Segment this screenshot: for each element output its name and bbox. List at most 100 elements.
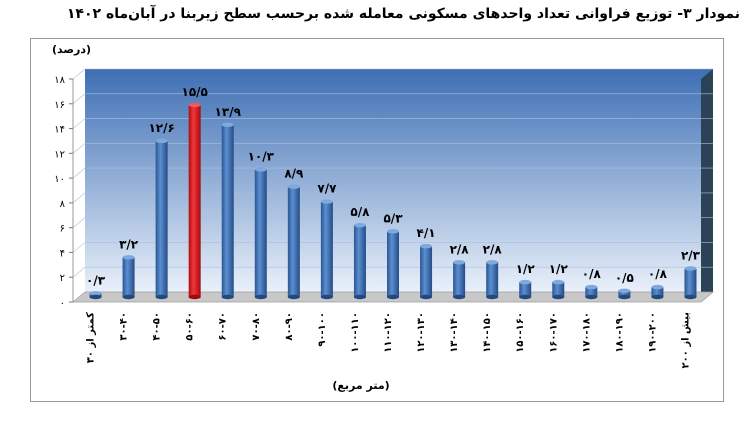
bar-base [188,294,201,300]
data-label: ۲/۳ [681,249,701,263]
bar-body [353,225,366,297]
bar-body [684,268,697,297]
y-tick-label: ۸ [60,199,66,210]
x-tick-label: بیش از ۲۰۰ [680,312,691,368]
x-tick-label: ۱۱۰-۱۲۰ [383,312,394,353]
bars [89,102,697,300]
bar-base [519,294,532,300]
bar-top [287,184,300,189]
gridline-slant [72,93,86,105]
bar-body [320,201,333,297]
bar-body [188,104,201,297]
bar-top [353,222,366,228]
y-tick-label: ۱۶ [54,100,65,111]
bar [519,279,532,300]
x-tick-label: ۱۲۰-۱۳۰ [416,312,427,353]
bar [122,255,135,300]
x-tick-label: ۵۰-۶۰ [185,312,196,341]
gridline-slant [72,118,86,129]
bar-top [89,291,102,296]
bar-body [221,124,234,298]
bar-base [287,294,300,300]
y-axis-label: (درصد) [52,43,91,56]
bar-base [552,294,565,300]
data-label: ۵/۸ [350,205,370,219]
bar-base [618,294,631,300]
chart-title: نمودار ۳- توزیع فراوانی تعداد واحدهای مس… [66,6,740,22]
bar-body [387,231,399,297]
bar-base [420,294,433,300]
bar-top [155,138,168,144]
bar-base [585,294,598,300]
bar [353,222,366,300]
bar [585,284,598,300]
x-tick-label: ۱۹۰-۲۰۰ [647,312,658,353]
bar-base [122,294,135,300]
data-label: ۲/۸ [450,242,470,256]
bar [221,122,234,300]
data-label: ۷/۷ [317,182,337,196]
bar-top [684,266,697,271]
x-tick-label: ۸۰-۹۰ [284,312,295,341]
data-label: ۰/۸ [582,267,602,281]
x-axis-label: (متر مربع) [332,379,389,392]
data-label: ۲/۸ [483,242,503,256]
data-label: ۱۰/۳ [248,149,275,163]
x-tick-label: ۱۴۰-۱۵۰ [482,312,493,353]
bar [287,184,300,300]
gridline-slant [72,68,86,80]
bar-top [320,199,333,204]
data-label: ۱/۲ [549,262,569,276]
bar-base [651,294,664,300]
bar-body [486,262,499,297]
x-tick-label: ۱۳۰-۱۴۰ [449,312,460,353]
bar-body [618,290,631,297]
data-label: ۱/۲ [516,262,536,276]
bar [684,266,697,300]
bar-top [651,284,664,290]
plot-side-wall [701,69,713,302]
data-label: ۱۵/۵ [182,85,208,99]
y-tick-label: ۲ [60,273,65,284]
y-tick-label: ۴ [60,248,65,259]
gridline-slant [72,167,86,179]
y-tick-label: ۱۰ [54,174,65,185]
bar-body [453,262,466,297]
gridline-slant [72,266,86,278]
y-tick-label: ۱۲ [54,149,65,160]
y-tick-label: ۶ [60,224,65,235]
bar-top [552,279,565,285]
bar-top [221,122,234,127]
bar [254,167,267,300]
bar-base [453,294,466,300]
data-label: ۰/۳ [86,273,106,287]
chart-frame: ۰ ۲ ۴ ۶ ۸ ۱۰ ۱۲ ۱۴ ۱۶ ۱۸ ۰/۳ ۳/۲ ۱۲/۶ ۱۵/۵ ۱۳/۹ ۱۰/۳ ۸/… [30,38,724,402]
gridline-slant [72,217,86,228]
bar [155,138,168,300]
bar-base [486,294,499,300]
gridline-slant [72,242,86,253]
gridline-slant [72,143,86,154]
bar [420,244,433,300]
x-tick-label: ۱۶۰-۱۷۰ [548,312,559,353]
bar-top [519,279,532,285]
x-tick-label: ۳۰-۴۰ [119,312,130,341]
bar-base [254,294,267,300]
data-label: ۸/۹ [284,167,304,181]
bar-top [122,255,135,260]
y-axis-ticks: ۰ ۲ ۴ ۶ ۸ ۱۰ ۱۲ ۱۴ ۱۶ ۱۸ [54,75,73,309]
data-label: ۰/۵ [615,271,634,285]
bar-top [420,244,433,249]
x-tick-label: ۶۰-۷۰ [218,312,229,341]
bar-top [618,288,631,294]
x-tick-label: ۱۸۰-۱۹۰ [614,312,625,353]
bar-top [254,167,267,172]
bar-base [320,294,333,300]
bar [188,102,201,300]
data-label: ۴/۱ [417,226,436,240]
bar-top [453,260,466,265]
bar [453,260,466,300]
bar [320,199,333,300]
y-tick-label: ۱۸ [54,75,65,86]
bar-base [221,294,234,300]
